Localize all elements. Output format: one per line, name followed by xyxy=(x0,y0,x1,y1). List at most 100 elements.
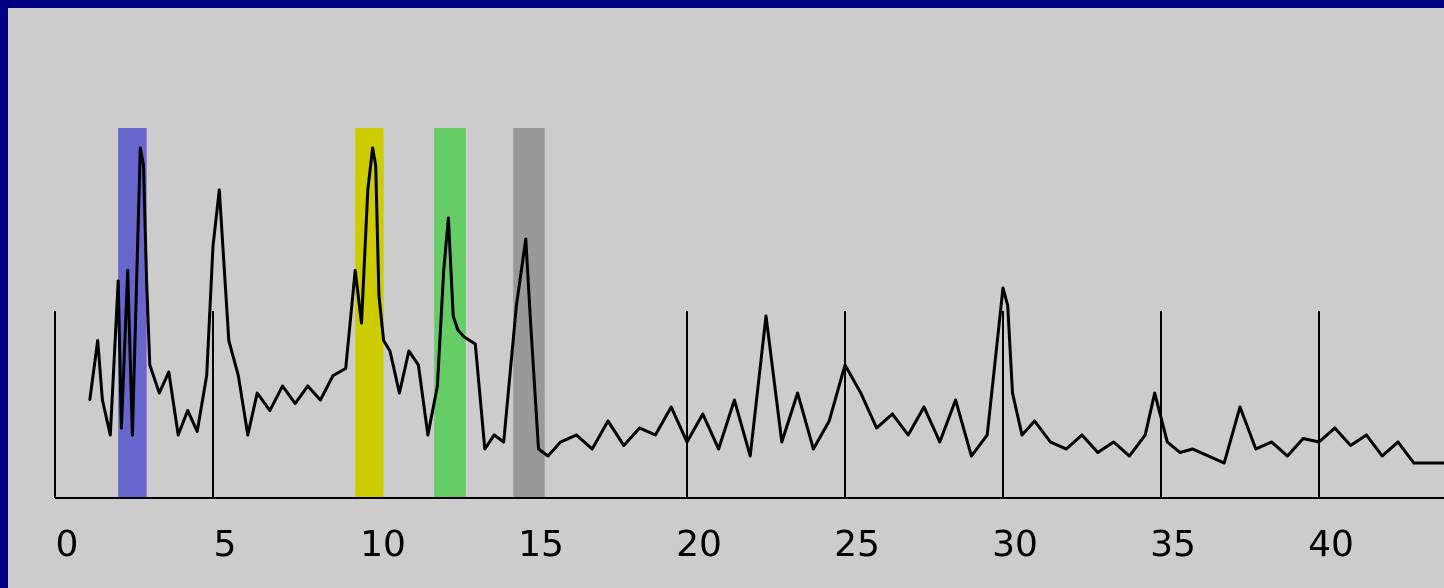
data-point xyxy=(426,433,430,437)
data-point xyxy=(515,304,518,307)
x-tick-label: 35 xyxy=(1150,524,1196,565)
vertical-gridlines xyxy=(54,311,1320,498)
data-point xyxy=(246,433,249,437)
data-point xyxy=(907,433,910,437)
data-point xyxy=(126,269,129,272)
data-point xyxy=(493,433,496,437)
data-point xyxy=(843,363,847,367)
data-point xyxy=(749,454,752,458)
data-point xyxy=(859,391,862,395)
data-point xyxy=(145,279,148,283)
series-line-1 xyxy=(88,146,1444,465)
data-point xyxy=(377,293,381,297)
data-point xyxy=(474,342,477,346)
data-point xyxy=(398,391,401,395)
data-point xyxy=(436,384,439,388)
data-point xyxy=(186,409,189,412)
data-point xyxy=(606,419,610,423)
data-point xyxy=(1349,444,1352,447)
data-point xyxy=(922,405,926,409)
data-point xyxy=(1207,454,1210,458)
data-point xyxy=(1011,391,1014,395)
x-tick-label: 5 xyxy=(214,524,237,565)
data-point xyxy=(177,433,180,437)
data-point xyxy=(227,339,230,342)
data-point xyxy=(575,433,578,437)
data-point xyxy=(237,374,240,377)
data-point xyxy=(142,164,145,167)
data-point xyxy=(1112,440,1115,444)
data-point xyxy=(1270,440,1273,444)
data-point xyxy=(135,258,139,262)
data-point xyxy=(970,454,973,458)
data-point xyxy=(293,402,297,405)
highlight-bands xyxy=(118,128,545,498)
data-point xyxy=(954,398,957,402)
data-point xyxy=(591,447,594,451)
data-point xyxy=(1033,419,1036,423)
data-point xyxy=(986,433,989,437)
data-point xyxy=(796,391,799,395)
data-point xyxy=(717,447,720,451)
data-point xyxy=(537,447,540,451)
data-point xyxy=(319,398,322,402)
x-tick-label: 10 xyxy=(360,524,406,565)
series-group xyxy=(88,146,1444,465)
data-point xyxy=(502,440,505,444)
data-point xyxy=(196,430,199,433)
data-point xyxy=(205,374,208,377)
data-point xyxy=(622,444,625,447)
data-point xyxy=(1178,451,1182,454)
data-point xyxy=(88,398,91,402)
data-point xyxy=(148,363,151,367)
x-tick-label: 30 xyxy=(992,524,1038,565)
data-point xyxy=(1317,440,1321,444)
data-point xyxy=(1412,461,1416,465)
data-point xyxy=(1191,447,1194,451)
data-point xyxy=(1166,440,1169,444)
data-point xyxy=(211,244,215,248)
data-point xyxy=(1286,454,1289,458)
data-point xyxy=(374,164,377,167)
data-point xyxy=(306,384,309,388)
data-point xyxy=(546,454,550,458)
data-point xyxy=(1065,447,1068,451)
x-tick-label: 40 xyxy=(1308,524,1354,565)
data-point xyxy=(1254,447,1258,451)
data-point xyxy=(1365,433,1368,437)
data-point xyxy=(366,188,370,192)
data-point xyxy=(388,349,392,353)
data-point xyxy=(701,412,704,416)
data-point xyxy=(1144,433,1147,437)
data-point xyxy=(256,391,259,395)
data-point xyxy=(442,269,445,272)
data-point xyxy=(131,433,134,437)
data-point xyxy=(1096,451,1100,454)
data-point xyxy=(117,279,120,283)
highlight-band-3 xyxy=(434,128,466,498)
data-point xyxy=(812,447,815,451)
data-point xyxy=(120,426,123,430)
x-tick-label: 0 xyxy=(56,524,79,565)
data-point xyxy=(891,412,894,416)
line-chart: 0 5 10 15 20 25 30 35 40 xyxy=(54,128,1444,565)
chart-frame: 0 5 10 15 20 25 30 35 40 xyxy=(8,8,1444,588)
data-point xyxy=(344,367,347,370)
data-point xyxy=(938,440,941,444)
data-point xyxy=(1428,461,1431,465)
data-point xyxy=(1153,391,1156,395)
data-point xyxy=(559,440,562,444)
data-point xyxy=(1396,440,1400,444)
data-point xyxy=(101,398,104,402)
data-point xyxy=(451,314,455,318)
data-point xyxy=(1381,454,1384,458)
data-point xyxy=(654,433,657,437)
data-point xyxy=(1238,405,1242,409)
data-point xyxy=(1333,426,1337,430)
data-point xyxy=(780,440,783,444)
data-point xyxy=(483,447,486,451)
data-point xyxy=(875,426,878,430)
data-point xyxy=(638,426,641,430)
data-point xyxy=(524,237,528,241)
data-point xyxy=(1302,437,1305,440)
